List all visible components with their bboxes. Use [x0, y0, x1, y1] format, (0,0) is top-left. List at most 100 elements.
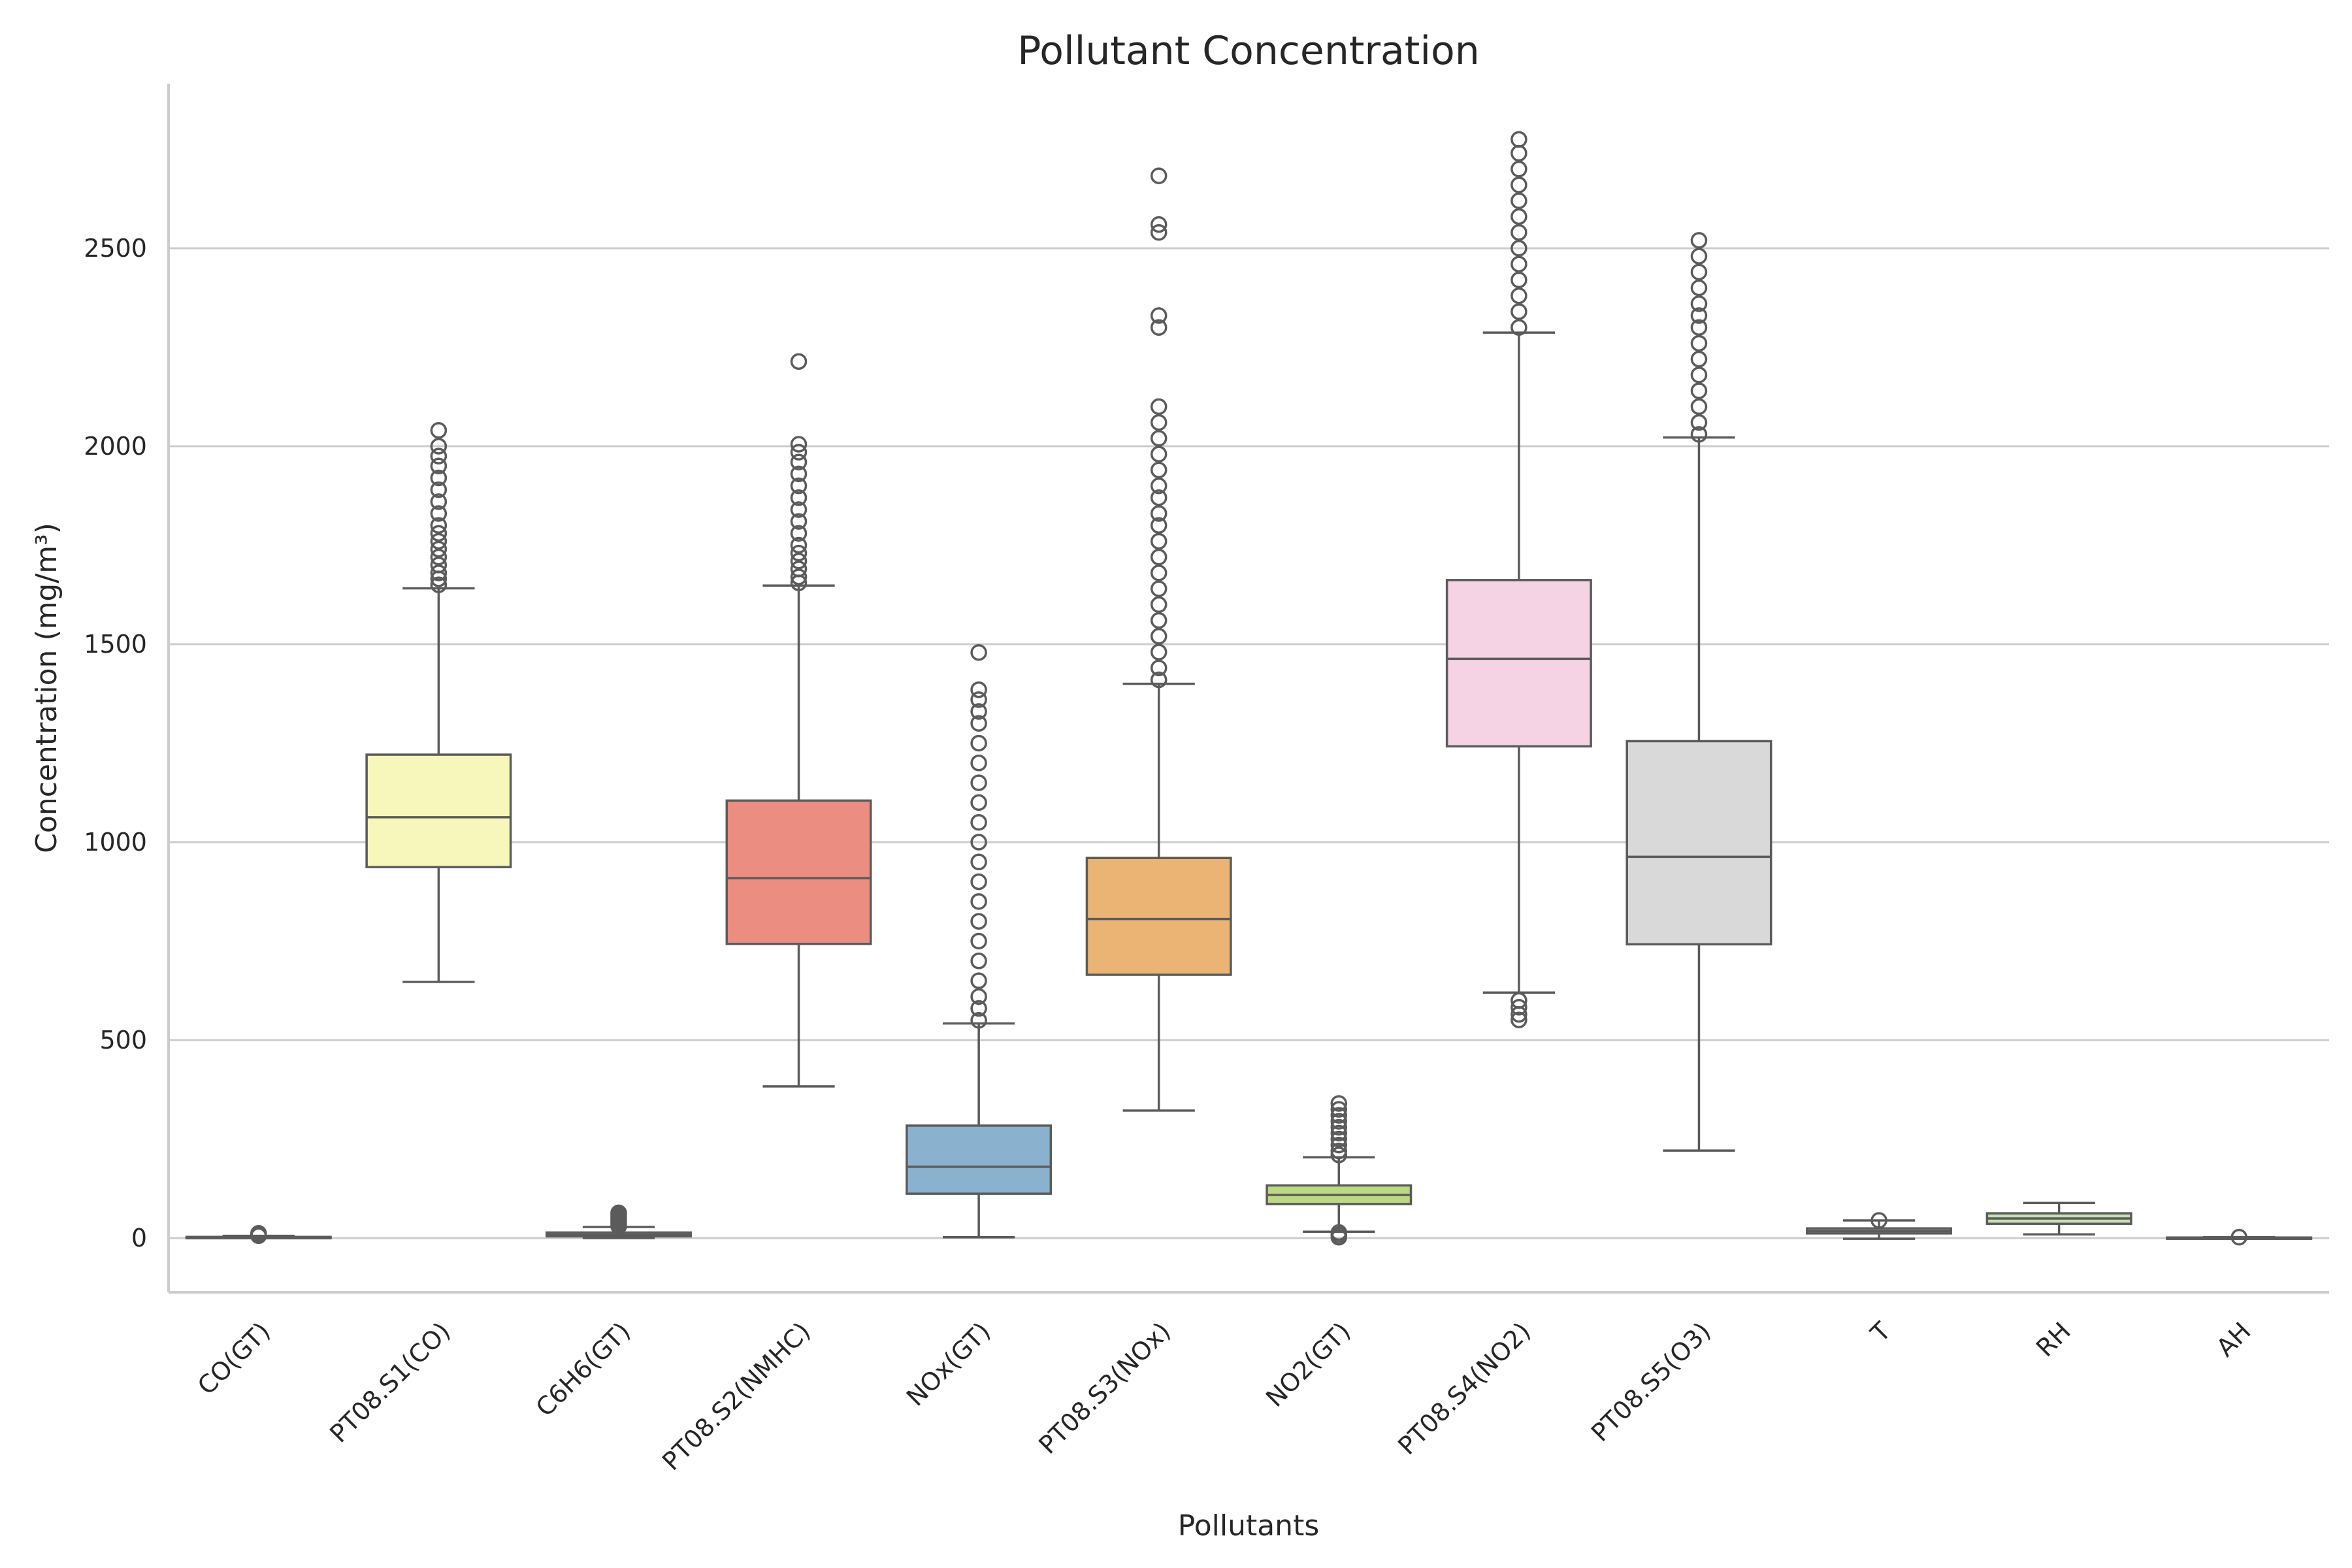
outlier-point: [970, 703, 987, 720]
axes-spines: [167, 84, 2329, 1294]
box-group: [1985, 1201, 2132, 1236]
outlier-point: [970, 691, 987, 708]
y-tick-label: 2500: [84, 234, 147, 263]
outlier-point: [790, 561, 808, 578]
outlier-point: [970, 715, 987, 732]
outlier-point: [1690, 414, 1708, 431]
outlier-point: [970, 893, 987, 910]
outlier-point: [1690, 398, 1708, 416]
outlier-point: [1150, 224, 1168, 241]
outlier-point: [790, 501, 808, 518]
outlier-point: [970, 1000, 987, 1017]
outlier-point: [1511, 131, 1527, 148]
box-iqr: [1085, 857, 1232, 976]
outlier-point: [1150, 659, 1168, 677]
box-group: [365, 422, 512, 983]
boxes: [185, 131, 2313, 1246]
box-group: [1806, 1212, 1953, 1240]
outlier-point: [430, 438, 448, 455]
outlier-point: [430, 540, 448, 558]
outlier-point: [1511, 271, 1527, 289]
outlier-point: [1690, 279, 1708, 297]
outlier-point: [430, 525, 448, 542]
outlier-point: [1511, 240, 1527, 257]
box-group: [1445, 131, 1592, 1028]
gridlines: [169, 247, 2329, 1239]
outlier-point: [970, 988, 987, 1005]
box-iqr: [725, 799, 872, 945]
outlier-point: [610, 1204, 627, 1222]
box-group: [2166, 1228, 2313, 1246]
outlier-point: [1511, 998, 1527, 1016]
outlier-point: [1150, 461, 1168, 479]
outlier-point: [1511, 161, 1527, 178]
outlier-point: [430, 469, 448, 487]
outlier-point: [1690, 232, 1708, 249]
outlier-point: [970, 913, 987, 930]
y-tick-label: 2000: [84, 432, 147, 461]
outlier-point: [1150, 489, 1168, 506]
outlier-point: [430, 493, 448, 510]
outlier-point: [430, 448, 448, 465]
outlier-point: [1150, 430, 1168, 447]
y-tick-label: 1000: [84, 828, 147, 857]
outlier-point: [2230, 1228, 2247, 1246]
box-group: [1266, 1095, 1413, 1246]
outlier-point: [1330, 1101, 1348, 1118]
outlier-point: [1150, 517, 1168, 534]
chart-title: Pollutant Concentration: [1017, 28, 1480, 74]
outlier-point: [790, 544, 808, 562]
outlier-point: [790, 525, 808, 542]
outlier-point: [970, 834, 987, 851]
outlier-point: [1150, 628, 1168, 645]
outlier-point: [1330, 1119, 1348, 1136]
x-axis-label: Pollutants: [1178, 1509, 1320, 1543]
box-iqr: [1445, 579, 1592, 748]
outlier-point: [1150, 564, 1168, 581]
box-iqr: [906, 1124, 1053, 1195]
outlier-point: [1150, 167, 1168, 184]
box-group: [185, 1225, 332, 1245]
outlier-point: [970, 681, 987, 698]
outlier-point: [1150, 671, 1168, 689]
outlier-point: [790, 453, 808, 470]
outlier-point: [790, 568, 808, 585]
outlier-point: [1150, 644, 1168, 661]
outlier-point: [1690, 263, 1708, 281]
outlier-point: [430, 557, 448, 574]
outlier-point: [430, 548, 448, 566]
outlier-point: [430, 457, 448, 475]
outlier-point: [1150, 398, 1168, 416]
outlier-point: [1511, 208, 1527, 225]
outlier-point: [970, 774, 987, 791]
outlier-point: [430, 517, 448, 534]
outlier-point: [1330, 1136, 1348, 1154]
outlier-point: [970, 953, 987, 970]
outlier-point: [970, 1011, 987, 1029]
outlier-point: [970, 813, 987, 831]
outlier-point: [790, 477, 808, 495]
outlier-point: [1511, 192, 1527, 210]
outlier-point: [1330, 1107, 1348, 1124]
outlier-point: [790, 489, 808, 506]
outlier-point: [1690, 367, 1708, 384]
box-group: [906, 644, 1053, 1239]
outlier-point: [250, 1225, 267, 1242]
outlier-point: [1690, 248, 1708, 265]
outlier-point: [1511, 303, 1527, 320]
outlier-point: [430, 576, 448, 593]
outlier-point: [790, 536, 808, 554]
box-group: [725, 353, 872, 1088]
outlier-point: [430, 481, 448, 498]
outlier-point: [1690, 350, 1708, 368]
outlier-point: [1690, 319, 1708, 336]
outlier-point: [1511, 287, 1527, 304]
outlier-point: [790, 436, 808, 453]
box-group: [1625, 232, 1772, 1152]
outlier-point: [1870, 1212, 1887, 1229]
outlier-point: [970, 873, 987, 890]
y-tick-label: 500: [99, 1026, 147, 1054]
outlier-point: [1150, 216, 1168, 233]
